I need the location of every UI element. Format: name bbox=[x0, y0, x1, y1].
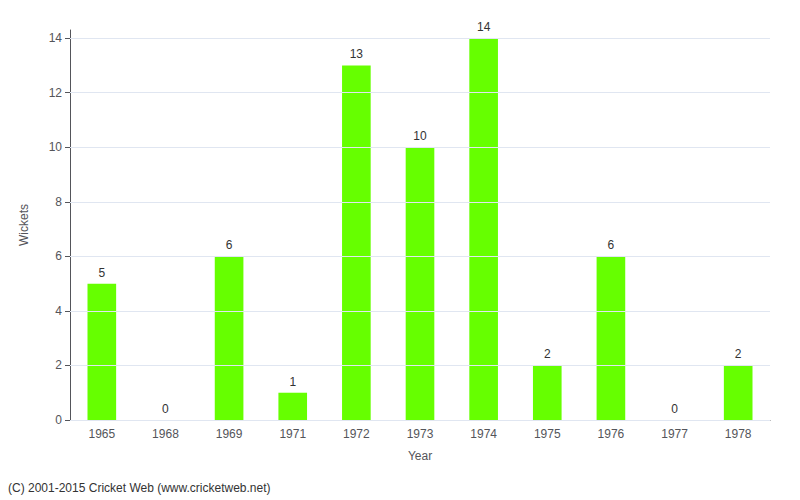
svg-text:2: 2 bbox=[55, 358, 62, 372]
svg-text:4: 4 bbox=[55, 304, 62, 318]
svg-text:Wickets: Wickets bbox=[17, 204, 31, 246]
svg-text:1978: 1978 bbox=[725, 427, 752, 441]
svg-text:2: 2 bbox=[544, 347, 551, 361]
svg-text:12: 12 bbox=[49, 86, 63, 100]
svg-text:13: 13 bbox=[350, 47, 364, 61]
svg-text:(C) 2001-2015 Cricket Web (www: (C) 2001-2015 Cricket Web (www.cricketwe… bbox=[8, 481, 271, 495]
svg-text:0: 0 bbox=[162, 402, 169, 416]
svg-text:1974: 1974 bbox=[470, 427, 497, 441]
svg-text:8: 8 bbox=[55, 195, 62, 209]
svg-text:5: 5 bbox=[98, 266, 105, 280]
svg-text:14: 14 bbox=[477, 20, 491, 34]
svg-text:1977: 1977 bbox=[661, 427, 688, 441]
svg-text:10: 10 bbox=[413, 129, 427, 143]
svg-text:6: 6 bbox=[608, 238, 615, 252]
svg-text:1972: 1972 bbox=[343, 427, 370, 441]
svg-text:1969: 1969 bbox=[216, 427, 243, 441]
svg-text:14: 14 bbox=[49, 31, 63, 45]
svg-text:1976: 1976 bbox=[598, 427, 625, 441]
svg-text:0: 0 bbox=[671, 402, 678, 416]
svg-text:1: 1 bbox=[289, 375, 296, 389]
svg-text:1975: 1975 bbox=[534, 427, 561, 441]
svg-text:1968: 1968 bbox=[152, 427, 179, 441]
svg-text:1971: 1971 bbox=[279, 427, 306, 441]
svg-text:0: 0 bbox=[55, 413, 62, 427]
svg-text:6: 6 bbox=[226, 238, 233, 252]
svg-text:Year: Year bbox=[408, 449, 432, 463]
svg-text:1973: 1973 bbox=[407, 427, 434, 441]
svg-text:6: 6 bbox=[55, 249, 62, 263]
svg-text:2: 2 bbox=[735, 347, 742, 361]
svg-text:10: 10 bbox=[49, 140, 63, 154]
svg-text:1965: 1965 bbox=[88, 427, 115, 441]
